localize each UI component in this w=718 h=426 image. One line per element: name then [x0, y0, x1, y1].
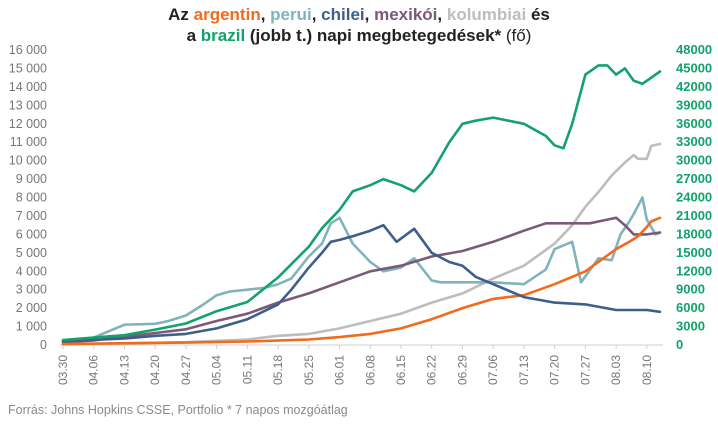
y-left-tick-label: 12 000 — [9, 117, 47, 131]
title-sep-4: , — [437, 5, 447, 24]
y-left-tick-label: 5 000 — [16, 246, 47, 260]
y-left-tick-label: 15 000 — [9, 61, 47, 75]
x-tick-label: 07.20 — [548, 355, 562, 385]
y-left-tick-label: 10 000 — [9, 154, 47, 168]
y-left-tick-label: 1 000 — [16, 320, 47, 334]
y-right-tick-label: 33000 — [676, 134, 712, 149]
y-left-tick-label: 7 000 — [16, 209, 47, 223]
y-left-tick-label: 13 000 — [9, 98, 47, 112]
y-left-tick-label: 8 000 — [16, 191, 47, 205]
source-note: Forrás: Johns Hopkins CSSE, Portfolio * … — [8, 403, 348, 417]
y-right-tick-label: 9000 — [676, 282, 705, 297]
y-right-tick-label: 48000 — [676, 42, 712, 57]
x-tick-label: 06.29 — [455, 355, 469, 385]
series-line-mexikói — [61, 216, 662, 344]
x-tick-label: 08.10 — [640, 355, 654, 385]
y-right-tick-label: 39000 — [676, 97, 712, 112]
y-right-tick-label: 36000 — [676, 116, 712, 131]
x-tick-label: 05.18 — [271, 355, 285, 385]
x-tick-label: 06.08 — [363, 355, 377, 385]
y-right-tick-label: 30000 — [676, 153, 712, 168]
x-tick-label: 05.04 — [210, 355, 224, 385]
title-chilei: chilei — [321, 5, 365, 24]
x-tick-label: 04.27 — [179, 355, 193, 385]
title-mexikoi: mexikói — [374, 5, 438, 24]
x-tick-label: 04.20 — [148, 355, 162, 385]
x-tick-label: 05.25 — [302, 355, 316, 385]
y-right-tick-label: 6000 — [676, 300, 705, 315]
y-left-tick-label: 3 000 — [16, 283, 47, 297]
x-tick-label: 03.30 — [56, 355, 70, 385]
series-line-argentin — [61, 216, 662, 346]
title-line2-mid: (jobb t.) napi megbetegedések* — [245, 26, 502, 45]
title-sep-2: , — [311, 5, 322, 24]
y-right-tick-label: 0 — [676, 337, 683, 352]
y-right-tick-label: 45000 — [676, 60, 712, 75]
x-tick-label: 06.22 — [425, 355, 439, 385]
title-line-2: a brazil (jobb t.) napi megbetegedések* … — [0, 25, 718, 46]
series-line-chilei — [61, 223, 662, 343]
y-right-tick-label: 21000 — [676, 208, 712, 223]
y-right-tick-label: 12000 — [676, 263, 712, 278]
y-left-tick-label: 16 000 — [9, 43, 47, 57]
series-line-kolumbiai — [61, 142, 662, 346]
title-perui: perui — [270, 5, 312, 24]
title-sep-3: , — [364, 5, 375, 24]
title-unit: (fő) — [501, 26, 532, 45]
chart-title: Az argentin, perui, chilei, mexikói, kol… — [0, 4, 718, 46]
y-left-tick-label: 0 — [40, 338, 47, 352]
y-left-tick-label: 6 000 — [16, 227, 47, 241]
title-suffix: és — [526, 5, 550, 24]
y-left-tick-label: 4 000 — [16, 264, 47, 278]
title-brazil: brazil — [200, 26, 246, 45]
x-tick-label: 05.11 — [240, 355, 254, 384]
x-tick-label: 04.13 — [117, 355, 131, 385]
chart-series — [61, 64, 662, 346]
x-tick-label: 07.27 — [578, 355, 592, 385]
x-tick-label: 08.03 — [609, 355, 623, 385]
series-line-perui — [61, 196, 662, 344]
y-right-tick-label: 42000 — [676, 79, 712, 94]
y-right-tick-label: 15000 — [676, 245, 712, 260]
title-sep-1: , — [260, 5, 271, 24]
y-right-tick-label: 27000 — [676, 171, 712, 186]
x-tick-label: 07.06 — [486, 355, 500, 385]
title-line-1: Az argentin, perui, chilei, mexikói, kol… — [0, 4, 718, 25]
x-tick-label: 06.01 — [333, 355, 347, 385]
y-right-tick-label: 18000 — [676, 226, 712, 241]
title-argentin: argentin — [193, 5, 261, 24]
x-tick-label: 04.06 — [87, 355, 101, 385]
title-prefix: Az — [168, 5, 194, 24]
title-kolumbiai: kolumbiai — [446, 5, 527, 24]
x-tick-label: 06.15 — [394, 355, 408, 385]
title-line2-prefix: a — [186, 26, 201, 45]
y-right-tick-label: 24000 — [676, 190, 712, 205]
y-right-tick-label: 3000 — [676, 319, 705, 334]
x-tick-label: 07.13 — [517, 355, 531, 385]
chart-axes: 0 1 000 2 000 3 000 4 000 5 000 6 000 7 000 8 00… — [9, 42, 712, 385]
y-left-tick-label: 2 000 — [16, 301, 47, 315]
series-line-brazil — [61, 64, 662, 342]
y-left-tick-label: 11 000 — [10, 135, 47, 149]
y-left-tick-label: 9 000 — [16, 172, 47, 186]
y-left-tick-label: 14 000 — [9, 80, 47, 94]
